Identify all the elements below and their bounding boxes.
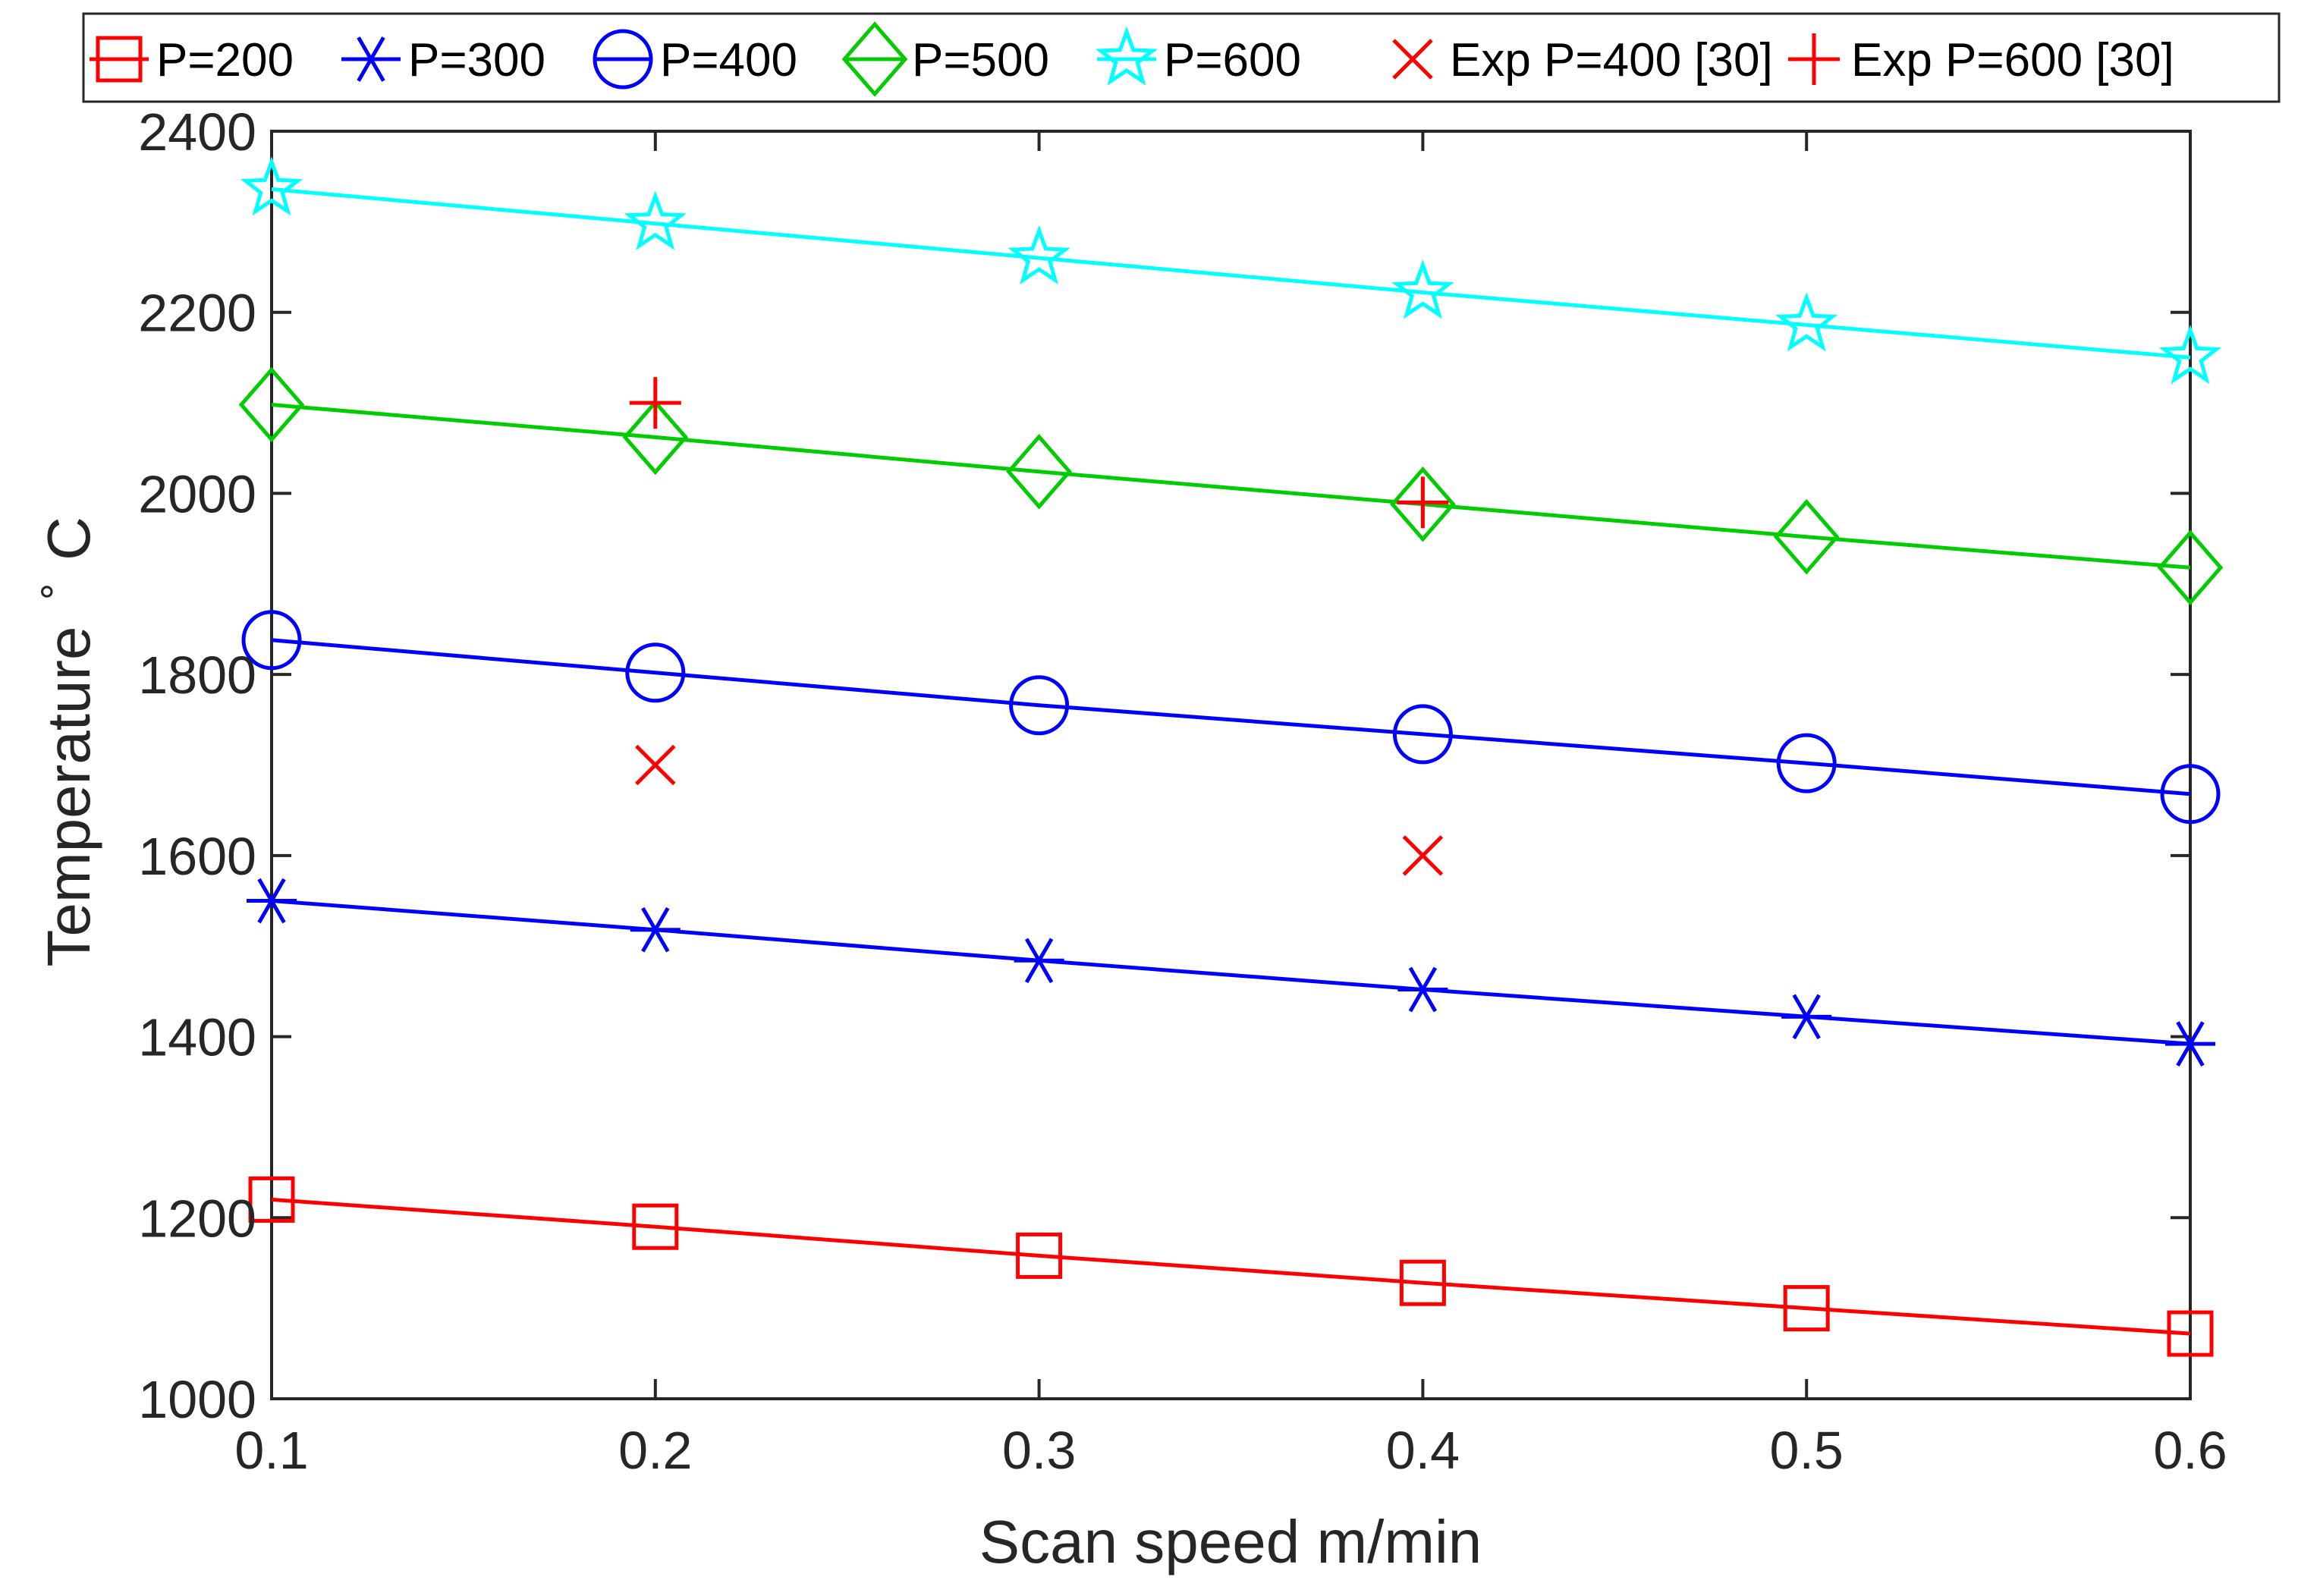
y-tick-label: 2400 — [138, 102, 256, 162]
legend-marker — [1095, 26, 1158, 86]
data-point-P=600 — [624, 190, 687, 250]
legend-entry: P=300 — [341, 34, 545, 86]
data-point-P=200 — [1016, 1232, 1063, 1279]
legend-entries: P=200 P=300 P=400 P=500 P=600 Exp P=400 [30] E… — [90, 21, 2174, 97]
x-tick-label: 0.1 — [234, 1421, 308, 1480]
data-point-P=500 — [1390, 466, 1456, 542]
data-point-P=400 — [1392, 704, 1453, 765]
data-point-P=600 — [1391, 259, 1454, 319]
data-point-P=600 — [240, 156, 303, 216]
legend-marker — [1392, 39, 1433, 80]
data-point-P=200 — [1783, 1285, 1830, 1332]
x-tick-label: 0.4 — [1386, 1421, 1460, 1480]
legend-box — [82, 12, 2281, 103]
data-point-P=500 — [1006, 433, 1072, 510]
data-point-P=300 — [1014, 938, 1064, 984]
data-point-P=200 — [2167, 1310, 2214, 1357]
data-point-P=400 — [625, 642, 686, 703]
legend-entry: P=200 — [90, 34, 294, 86]
legend-marker — [346, 36, 396, 82]
legend-label: Exp P=600 [30] — [1851, 34, 2174, 86]
y-tick-label: 1800 — [138, 646, 256, 705]
legend-marker — [593, 29, 653, 90]
series-line-P=600 — [271, 187, 2191, 360]
data-point-P=500 — [238, 366, 305, 443]
axis-ticks — [270, 130, 2192, 1400]
x-tick-label: 0.2 — [618, 1421, 692, 1480]
y-tick-label: 1000 — [138, 1370, 256, 1429]
y-axis-title-group: Temperature ∘ C — [25, 517, 102, 966]
data-point-P=400 — [241, 610, 302, 671]
tick-labels: 0.1 0.2 0.3 0.4 0.5 0.6 1000 1200 1400 1600 1800 20… — [138, 102, 2227, 1480]
data-point-P=200 — [632, 1203, 679, 1250]
legend-marker — [1788, 33, 1840, 85]
y-tick-label: 1600 — [138, 827, 256, 886]
y-tick-label: 1200 — [138, 1189, 256, 1248]
legend-label: P=400 — [660, 34, 797, 86]
data-point-P=600 — [1775, 292, 1838, 352]
data-point-P=300 — [247, 878, 297, 924]
y-tick-label: 2000 — [138, 464, 256, 523]
data-point-P=600 — [1008, 225, 1070, 285]
x-tick-label: 0.6 — [2153, 1421, 2227, 1480]
exp-point-Exp P=400 [30] — [1402, 835, 1444, 876]
data-point-P=400 — [1776, 733, 1837, 793]
series-line-P=500 — [271, 403, 2191, 570]
series-layer — [238, 156, 2224, 1357]
data-point-P=500 — [1773, 498, 1840, 575]
data-point-P=500 — [2157, 529, 2224, 606]
plot-area — [270, 130, 2192, 1400]
y-axis-title: Temperature — [35, 626, 102, 966]
legend: P=200 P=300 P=400 P=500 P=600 Exp P=400 [30] E… — [82, 12, 2281, 103]
x-tick-label: 0.3 — [1002, 1421, 1076, 1480]
series-line-P=300 — [271, 899, 2191, 1046]
legend-entry: Exp P=600 [30] — [1788, 33, 2174, 86]
data-point-P=200 — [248, 1176, 295, 1223]
legend-entry: Exp P=400 [30] — [1392, 34, 1773, 86]
x-axis-title: Scan speed m/min — [979, 1508, 1482, 1576]
exp-point-Exp P=600 [30] — [1397, 476, 1449, 529]
series-line-P=400 — [271, 638, 2191, 796]
legend-entry: P=500 — [841, 21, 1049, 97]
data-point-P=300 — [2165, 1021, 2215, 1067]
legend-label: Exp P=400 [30] — [1450, 34, 1773, 86]
data-point-P=300 — [1781, 994, 1832, 1040]
series-line-P=200 — [271, 1197, 2191, 1336]
legend-entry: P=400 — [593, 29, 797, 90]
legend-marker — [96, 36, 143, 83]
y-axis-unit: C — [35, 517, 102, 561]
exp-point-Exp P=600 [30] — [629, 377, 681, 429]
y-tick-label: 2200 — [138, 284, 256, 343]
legend-entry: P=600 — [1095, 26, 1301, 86]
exp-point-Exp P=400 [30] — [635, 744, 676, 786]
legend-label: P=300 — [408, 34, 545, 86]
legend-label: P=600 — [1164, 34, 1301, 86]
x-tick-label: 0.5 — [1770, 1421, 1844, 1480]
data-point-P=300 — [630, 906, 681, 953]
y-axis-degree-symbol: ∘ — [25, 580, 68, 603]
legend-marker — [841, 21, 908, 97]
data-point-P=400 — [1009, 675, 1070, 736]
legend-label: P=500 — [912, 34, 1049, 86]
data-point-P=600 — [2158, 325, 2222, 385]
data-point-P=400 — [2160, 764, 2221, 825]
data-point-P=300 — [1397, 966, 1448, 1013]
y-tick-label: 1400 — [138, 1008, 256, 1067]
data-point-P=500 — [622, 399, 689, 476]
legend-label: P=200 — [156, 34, 294, 86]
data-point-P=200 — [1399, 1259, 1446, 1306]
